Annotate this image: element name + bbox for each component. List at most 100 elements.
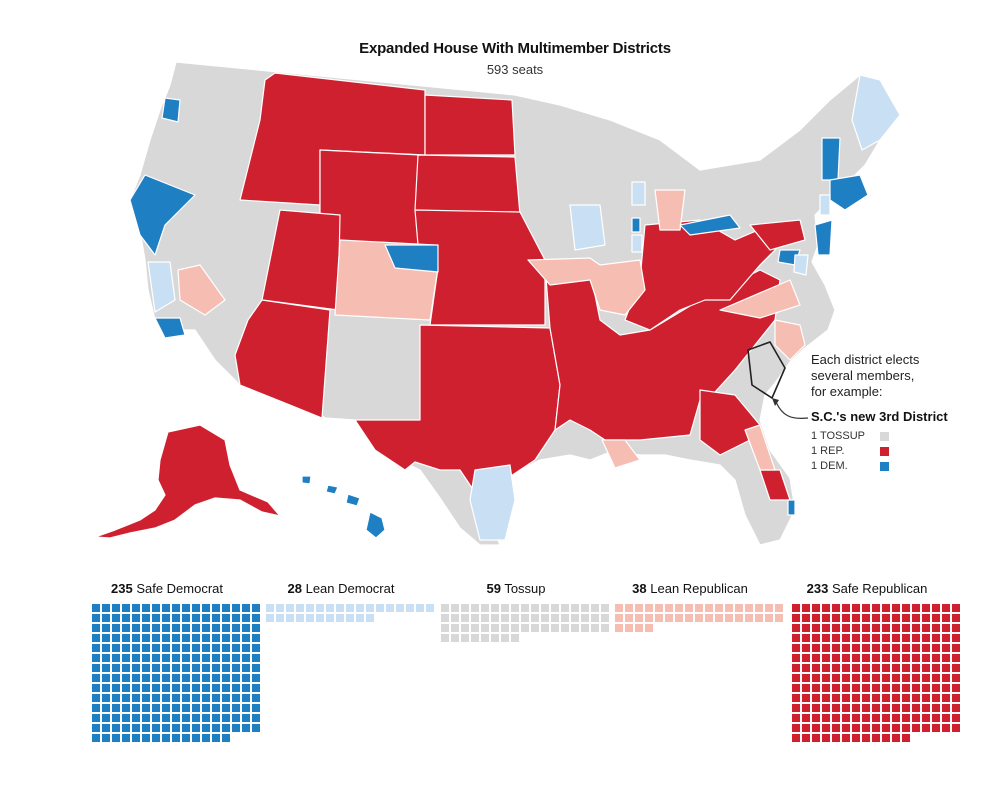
seat-square xyxy=(152,624,160,632)
seat-square xyxy=(862,624,870,632)
seat-square xyxy=(122,724,130,732)
seat-square xyxy=(551,614,559,622)
seat-square xyxy=(912,684,920,692)
seat-square xyxy=(92,624,100,632)
seat-square xyxy=(92,604,100,612)
seat-square xyxy=(561,604,569,612)
seat-square xyxy=(882,634,890,642)
seat-square xyxy=(202,734,210,742)
seat-square xyxy=(122,634,130,642)
sc-3rd-district-outline xyxy=(747,341,786,399)
seat-square xyxy=(942,634,950,642)
seat-square xyxy=(902,654,910,662)
seat-square xyxy=(132,704,140,712)
seat-square xyxy=(252,644,260,652)
seat-square xyxy=(615,614,623,622)
seat-square xyxy=(232,714,240,722)
alaska-region xyxy=(94,424,281,539)
seat-square xyxy=(792,644,800,652)
seat-square xyxy=(461,634,469,642)
seat-square xyxy=(882,614,890,622)
seat-square xyxy=(102,654,110,662)
seat-square xyxy=(152,664,160,672)
seat-square xyxy=(852,674,860,682)
seat-square xyxy=(892,734,900,742)
seat-square xyxy=(511,624,519,632)
seat-square xyxy=(802,634,810,642)
seat-square xyxy=(942,714,950,722)
seat-square xyxy=(306,604,314,612)
seat-square xyxy=(122,664,130,672)
seat-square xyxy=(426,604,434,612)
seat-square xyxy=(112,604,120,612)
seat-square xyxy=(172,724,180,732)
seat-square xyxy=(902,674,910,682)
seat-square xyxy=(192,654,200,662)
seat-square xyxy=(222,674,230,682)
seat-square xyxy=(192,614,200,622)
seat-square xyxy=(832,614,840,622)
seat-square xyxy=(942,604,950,612)
seat-square xyxy=(491,604,499,612)
seat-square xyxy=(326,604,334,612)
seat-square xyxy=(132,644,140,652)
seat-square xyxy=(182,734,190,742)
seat-square xyxy=(842,684,850,692)
seat-square xyxy=(501,614,509,622)
michigan-south-region xyxy=(654,189,686,231)
seat-square xyxy=(501,634,509,642)
seat-square xyxy=(232,634,240,642)
seat-square xyxy=(212,614,220,622)
seat-square xyxy=(802,674,810,682)
seat-square xyxy=(152,714,160,722)
seat-square xyxy=(112,644,120,652)
seat-square xyxy=(932,614,940,622)
seat-square xyxy=(561,614,569,622)
seat-square xyxy=(862,704,870,712)
seat-square xyxy=(942,674,950,682)
seat-square xyxy=(222,694,230,702)
seat-square xyxy=(902,624,910,632)
group-name: Lean Democrat xyxy=(305,581,395,596)
seat-square xyxy=(842,734,850,742)
seat-square xyxy=(705,604,713,612)
seat-square xyxy=(222,734,230,742)
seat-square xyxy=(162,734,170,742)
seat-square xyxy=(822,614,830,622)
seat-square xyxy=(822,644,830,652)
seat-square xyxy=(872,644,880,652)
seat-square xyxy=(182,724,190,732)
seat-square xyxy=(932,624,940,632)
seat-square xyxy=(852,634,860,642)
seat-square xyxy=(591,604,599,612)
seat-square xyxy=(92,704,100,712)
seat-square xyxy=(212,724,220,732)
seat-square xyxy=(882,674,890,682)
seat-square xyxy=(812,664,820,672)
seat-square xyxy=(822,694,830,702)
seat-square xyxy=(232,604,240,612)
seat-square xyxy=(812,624,820,632)
seat-square xyxy=(952,614,960,622)
seat-square xyxy=(872,664,880,672)
seat-square xyxy=(132,624,140,632)
seat-square xyxy=(655,614,663,622)
seat-square xyxy=(715,604,723,612)
seat-square xyxy=(92,664,100,672)
seat-square xyxy=(872,614,880,622)
seat-square xyxy=(232,684,240,692)
seat-square xyxy=(212,664,220,672)
seat-square xyxy=(521,614,529,622)
maine-region xyxy=(851,74,901,151)
seat-square xyxy=(625,614,633,622)
wisconsin-region xyxy=(569,204,606,251)
seat-square xyxy=(812,724,820,732)
seat-square xyxy=(912,664,920,672)
seat-square xyxy=(152,674,160,682)
seat-square xyxy=(902,614,910,622)
group-count: 38 xyxy=(632,581,647,596)
seat-square xyxy=(695,614,703,622)
seat-square xyxy=(792,724,800,732)
seat-square xyxy=(202,674,210,682)
seat-square xyxy=(232,694,240,702)
